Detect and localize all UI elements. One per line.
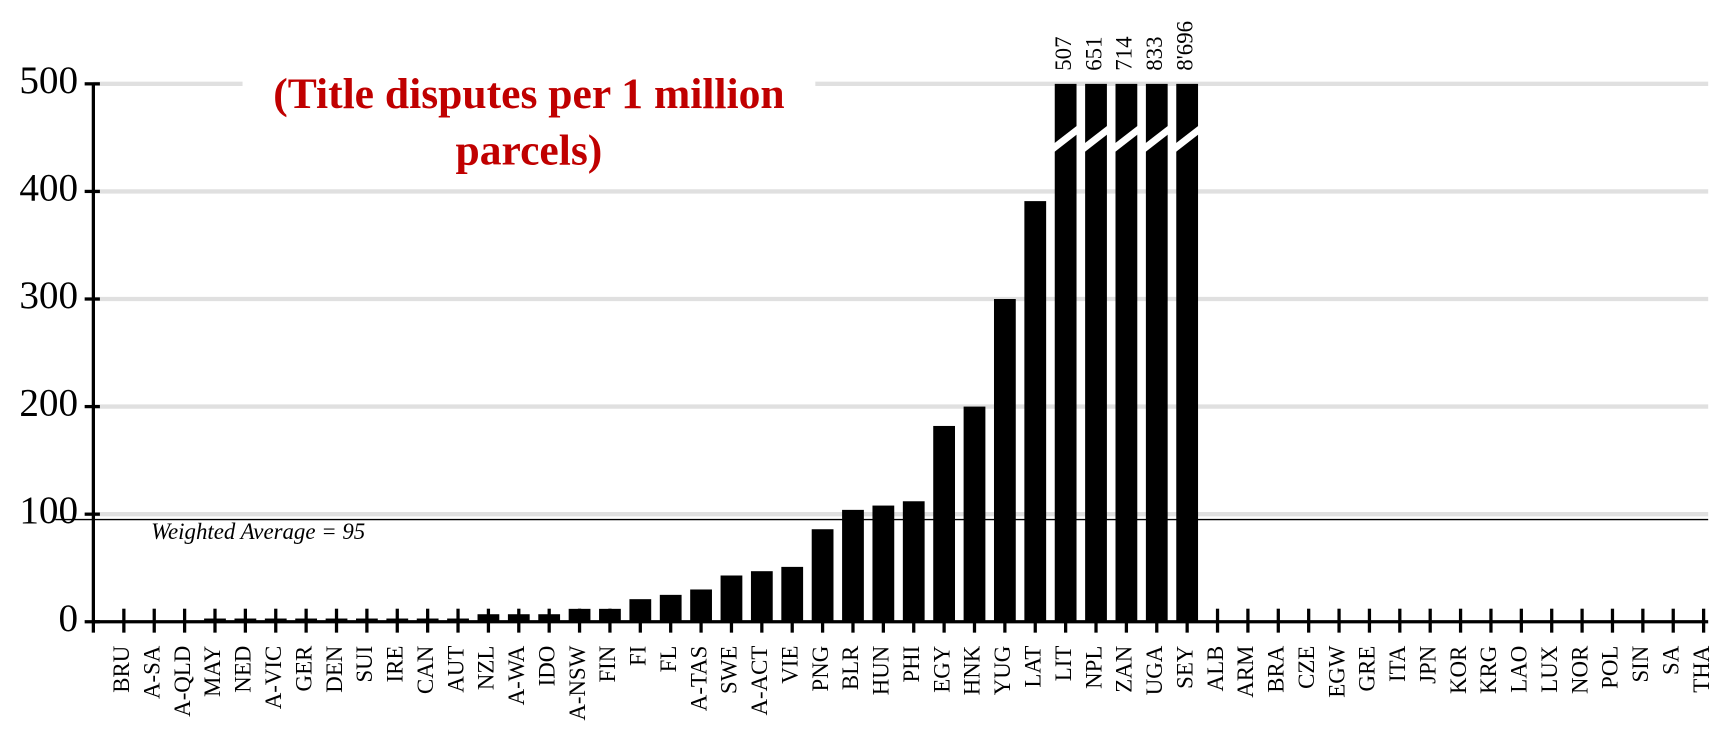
x-tick-label: HNK xyxy=(960,645,985,695)
axis-break xyxy=(1175,125,1200,153)
y-tick-label: 200 xyxy=(19,382,78,425)
x-tick-label: MAY xyxy=(200,646,225,697)
x-tick-label: AUT xyxy=(443,646,468,693)
bar xyxy=(1085,83,1107,622)
y-tick-label: 400 xyxy=(19,166,78,209)
value-label: 651 xyxy=(1081,36,1106,70)
x-tick-label: NOR xyxy=(1567,645,1592,694)
x-tick-label: JPN xyxy=(1415,646,1440,684)
title-backdrop xyxy=(242,65,816,183)
x-tick-label: IDO xyxy=(534,646,559,687)
x-tick-label: EGY xyxy=(929,646,954,693)
axis-break xyxy=(1144,125,1169,153)
x-tick-label: A-TAS xyxy=(686,646,711,711)
x-tick-label: SWE xyxy=(717,646,742,694)
x-tick-label: VIE xyxy=(777,646,802,684)
x-tick-label: ARM xyxy=(1233,646,1258,698)
x-tick-label: BRU xyxy=(109,645,134,692)
bar xyxy=(902,501,925,622)
axis-break xyxy=(1114,125,1139,153)
x-tick-label: GER xyxy=(291,645,316,691)
x-tick-label: BRA xyxy=(1264,645,1289,692)
x-tick-label: THA xyxy=(1689,645,1709,692)
x-tick-label: FIN xyxy=(595,646,620,683)
x-tick-label: CZE xyxy=(1294,646,1319,689)
x-tick-label: YUG xyxy=(990,646,1015,696)
axis-break xyxy=(1053,125,1078,153)
x-tick-label: ZAN xyxy=(1112,646,1137,693)
x-tick-label: KOR xyxy=(1446,645,1471,694)
value-label: 714 xyxy=(1112,36,1137,71)
x-tick-label: HUN xyxy=(869,646,894,696)
bar xyxy=(993,299,1016,622)
x-tick-label: GRE xyxy=(1355,646,1380,692)
axis-break xyxy=(1084,125,1108,153)
x-tick-label: LIT xyxy=(1051,646,1076,682)
bar xyxy=(1024,201,1047,622)
x-tick-label: SIN xyxy=(1628,646,1653,683)
bar xyxy=(842,509,864,622)
title-box: (Title disputes per 1 million parcels) xyxy=(273,68,785,175)
x-tick-label: DEN xyxy=(322,646,347,693)
bar xyxy=(933,425,956,622)
x-tick-label: SEY xyxy=(1172,646,1197,689)
x-tick-label: A-QLD xyxy=(170,646,195,717)
x-tick-label: ITA xyxy=(1385,645,1410,682)
x-tick-label: LAO xyxy=(1507,646,1532,693)
value-label: 833 xyxy=(1142,36,1167,70)
x-tick-label: LUX xyxy=(1537,645,1562,692)
reference-label: Weighted Average = 95 xyxy=(151,519,365,544)
x-tick-label: FL xyxy=(656,646,681,673)
y-tick-label: 500 xyxy=(19,59,78,102)
x-tick-label: PHI xyxy=(899,646,924,683)
x-tick-label: KRG xyxy=(1476,646,1501,694)
x-tick-label: SUI xyxy=(352,646,377,683)
x-tick-label: BLR xyxy=(838,645,863,690)
x-tick-label: NZL xyxy=(474,646,499,690)
x-tick-label: POL xyxy=(1598,646,1623,689)
bar xyxy=(1115,83,1138,622)
x-tick-label: PNG xyxy=(808,646,833,692)
bar xyxy=(781,566,804,622)
x-tick-label: NED xyxy=(231,646,256,693)
bar xyxy=(963,406,986,622)
x-tick-label: SA xyxy=(1658,645,1683,675)
x-tick-label: A-WA xyxy=(504,645,529,705)
x-tick-label: FI xyxy=(626,646,651,666)
x-tick-label: A-VIC xyxy=(261,646,286,710)
chart-title: (Title disputes per 1 million parcels) xyxy=(273,68,785,175)
value-label: 8'696 xyxy=(1172,21,1197,71)
x-tick-label: NPL xyxy=(1081,646,1106,689)
x-tick-label: A-ACT xyxy=(747,646,772,716)
x-tick-label: CAN xyxy=(413,646,438,694)
x-tick-label: LAT xyxy=(1021,646,1046,688)
x-tick-label: UGA xyxy=(1142,645,1167,695)
x-tick-label: A-NSW xyxy=(565,645,590,720)
bar xyxy=(750,571,773,622)
y-tick-label: 100 xyxy=(19,489,78,532)
bar xyxy=(1176,83,1199,622)
bar xyxy=(811,529,834,622)
bar xyxy=(1145,83,1168,622)
bar xyxy=(1054,83,1077,622)
y-tick-label: 300 xyxy=(19,274,78,317)
x-tick-label: ALB xyxy=(1203,646,1228,692)
y-tick-label: 0 xyxy=(59,597,79,640)
x-tick-label: IRE xyxy=(383,646,408,683)
bar xyxy=(659,594,682,622)
bar xyxy=(690,589,712,622)
bar xyxy=(872,505,895,622)
x-tick-label: A-SA xyxy=(139,645,164,699)
x-tick-label: EGW xyxy=(1324,645,1349,697)
bar xyxy=(720,575,743,622)
value-label: 507 xyxy=(1051,36,1076,70)
